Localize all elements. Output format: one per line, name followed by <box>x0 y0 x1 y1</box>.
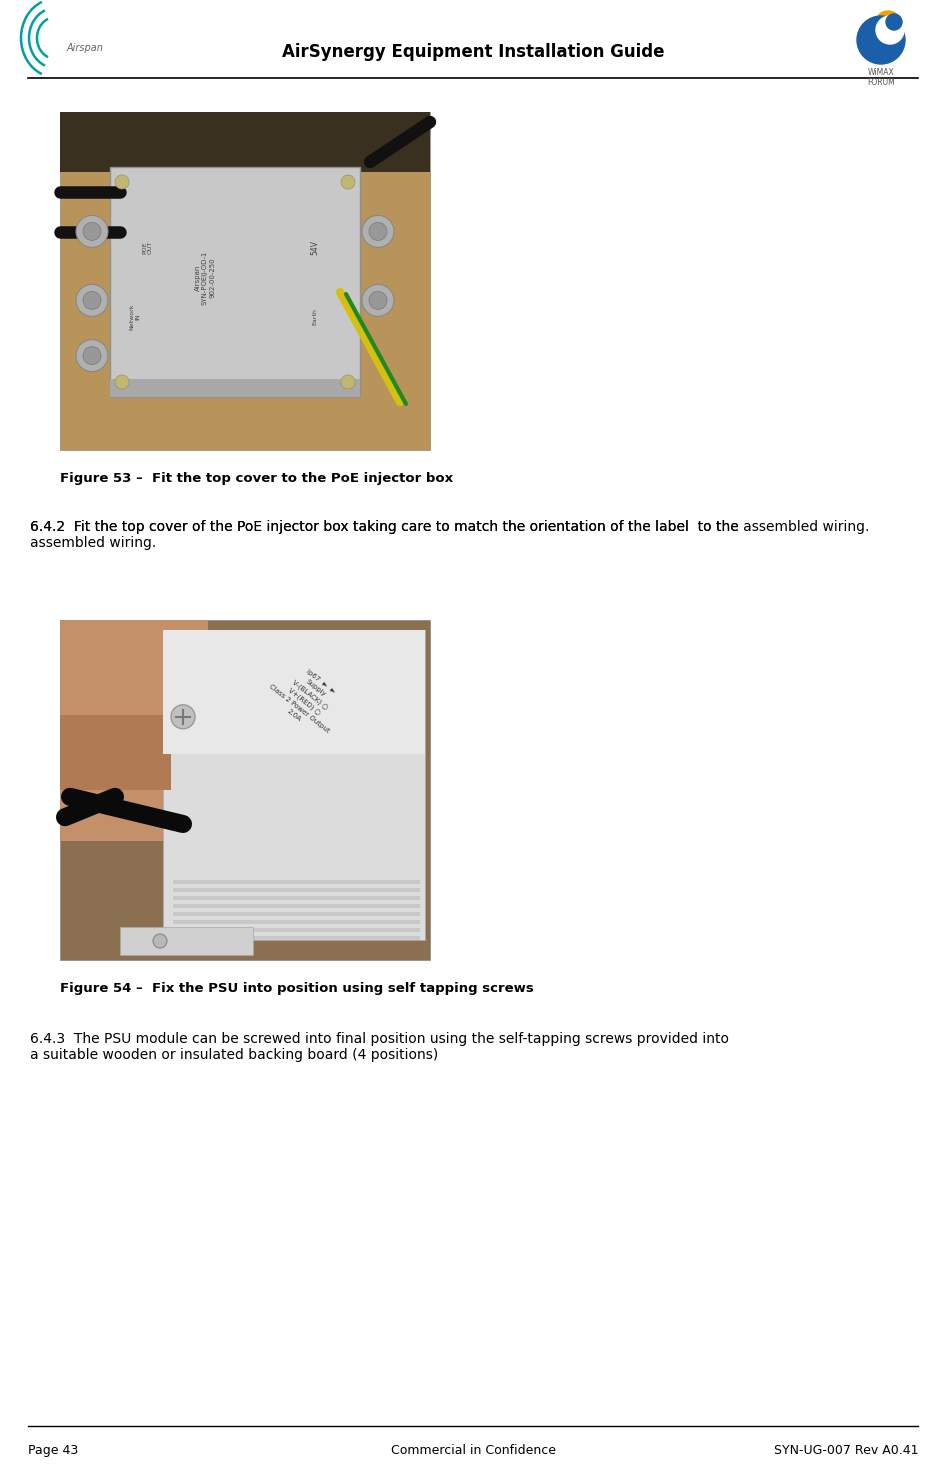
Bar <box>173 880 420 883</box>
Circle shape <box>362 285 394 316</box>
Text: 6.4.3  The PSU module can be screwed into final position using the self-tapping : 6.4.3 The PSU module can be screwed into… <box>30 1031 729 1063</box>
Circle shape <box>171 705 195 729</box>
Text: 6.4.2  Fit the top cover of the PoE injector box taking care to match the orient: 6.4.2 Fit the top cover of the PoE injec… <box>30 520 739 550</box>
Text: 54V: 54V <box>310 240 320 255</box>
Ellipse shape <box>877 10 899 30</box>
Text: Airspan
SYN-POEIJ-OD-1
902-00-250: Airspan SYN-POEIJ-OD-1 902-00-250 <box>195 250 216 305</box>
Bar <box>110 379 360 397</box>
Bar <box>173 911 420 916</box>
Circle shape <box>83 222 101 240</box>
Text: Figure 53 –  Fit the top cover to the PoE injector box: Figure 53 – Fit the top cover to the PoE… <box>60 471 453 485</box>
Circle shape <box>153 934 167 948</box>
Bar <box>173 920 420 923</box>
Text: Airspan: Airspan <box>67 43 104 53</box>
Bar <box>173 897 420 900</box>
Text: AirSynergy Equipment Installation Guide: AirSynergy Equipment Installation Guide <box>282 43 664 61</box>
Bar <box>60 716 171 790</box>
Bar <box>163 630 425 940</box>
Bar <box>60 113 430 451</box>
Bar <box>173 888 420 892</box>
Text: Page 43: Page 43 <box>28 1443 79 1457</box>
Bar <box>60 113 430 172</box>
Text: Figure 54 –  Fix the PSU into position using self tapping screws: Figure 54 – Fix the PSU into position us… <box>60 983 534 994</box>
Text: 6.4.2  Fit the top cover of the PoE injector box taking care to match the orient: 6.4.2 Fit the top cover of the PoE injec… <box>30 520 869 534</box>
Circle shape <box>886 13 902 30</box>
Circle shape <box>83 347 101 365</box>
Bar <box>173 928 420 932</box>
Bar <box>173 904 420 908</box>
Circle shape <box>76 285 108 316</box>
Text: POE
OUT: POE OUT <box>142 240 153 255</box>
Bar <box>110 167 360 397</box>
Text: WiMAX
FORUM: WiMAX FORUM <box>867 68 895 87</box>
Circle shape <box>115 175 129 190</box>
Bar <box>60 619 430 960</box>
Circle shape <box>876 16 904 44</box>
Text: Network
IN: Network IN <box>130 304 140 330</box>
Text: Commercial in Confidence: Commercial in Confidence <box>391 1443 555 1457</box>
Circle shape <box>115 375 129 388</box>
Circle shape <box>857 16 905 64</box>
Bar <box>60 619 208 840</box>
Circle shape <box>362 215 394 247</box>
Bar <box>173 937 420 940</box>
Text: SYN-UG-007 Rev A0.41: SYN-UG-007 Rev A0.41 <box>774 1443 918 1457</box>
Text: Earth: Earth <box>312 308 318 325</box>
Circle shape <box>76 339 108 372</box>
Text: ip67  ►  ►
Supply
V-(BLACK) ○
V+(RED) ○
Class 2 Power Output
2.0A: ip67 ► ► Supply V-(BLACK) ○ V+(RED) ○ Cl… <box>262 655 352 741</box>
Bar <box>163 630 425 754</box>
Circle shape <box>369 222 387 240</box>
Circle shape <box>341 175 355 190</box>
Circle shape <box>341 375 355 388</box>
Bar <box>120 928 253 954</box>
Circle shape <box>83 292 101 310</box>
Circle shape <box>369 292 387 310</box>
Circle shape <box>76 215 108 247</box>
